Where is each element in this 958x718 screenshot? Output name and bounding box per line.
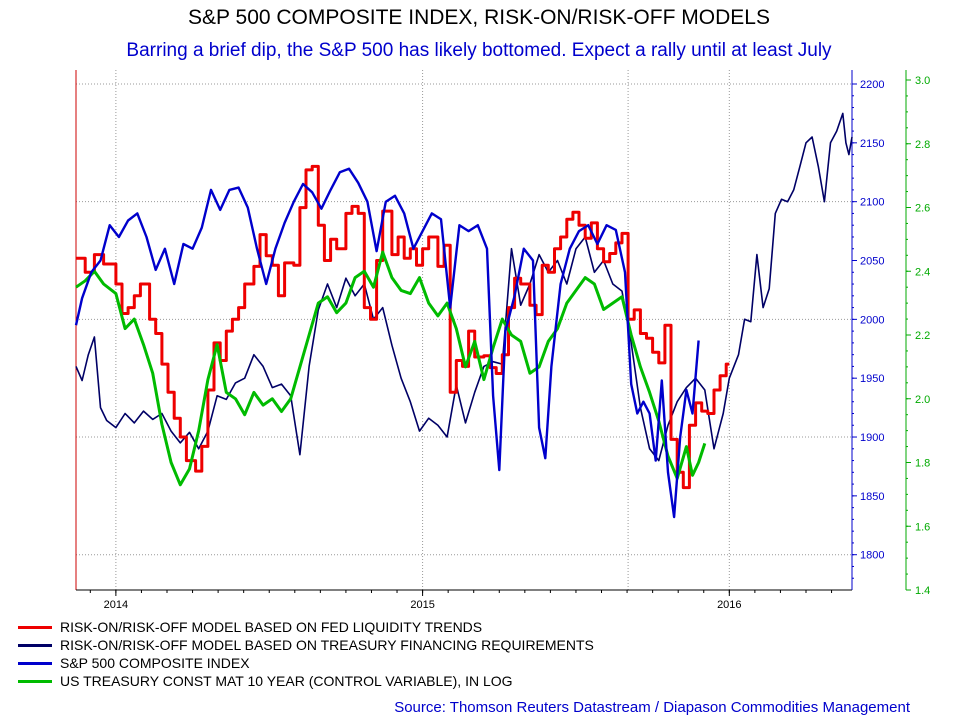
legend-item-treasury-10y: US TREASURY CONST MAT 10 YEAR (CONTROL V… <box>18 672 594 690</box>
source-note: Source: Thomson Reuters Datastream / Dia… <box>394 699 910 716</box>
legend-label: US TREASURY CONST MAT 10 YEAR (CONTROL V… <box>60 673 513 689</box>
sp500-axis-label: 1800 <box>860 550 884 562</box>
sp500-axis-label: 1900 <box>860 432 884 444</box>
chart-title: S&P 500 COMPOSITE INDEX, RISK-ON/RISK-OF… <box>188 6 770 29</box>
legend-swatch <box>18 661 52 665</box>
legend-swatch <box>18 643 52 647</box>
x-tick-label: 2016 <box>717 599 741 611</box>
legend-item-sp500: S&P 500 COMPOSITE INDEX <box>18 654 594 672</box>
x-tick-label: 2015 <box>410 599 434 611</box>
sp500-axis-label: 2100 <box>860 197 884 209</box>
treasury-axis-label: 1.4 <box>915 585 930 597</box>
legend-label: S&P 500 COMPOSITE INDEX <box>60 655 250 671</box>
treasury-axis-label: 2.8 <box>915 139 930 151</box>
sp500-axis-label: 2000 <box>860 314 884 326</box>
series-line-1 <box>75 112 853 462</box>
legend-swatch <box>18 625 52 629</box>
legend-label: RISK-ON/RISK-OFF MODEL BASED ON TREASURY… <box>60 637 594 653</box>
sp500-axis-label: 2200 <box>860 79 884 91</box>
sp500-axis-label: 1850 <box>860 491 884 503</box>
legend: RISK-ON/RISK-OFF MODEL BASED ON FED LIQU… <box>18 618 594 690</box>
treasury-axis-label: 2.2 <box>915 330 930 342</box>
legend-item-treasury-financing: RISK-ON/RISK-OFF MODEL BASED ON TREASURY… <box>18 636 594 654</box>
legend-swatch <box>18 679 52 683</box>
treasury-axis-label: 2.6 <box>915 203 930 215</box>
series-line-3 <box>75 250 707 487</box>
sp500-axis-label: 2050 <box>860 256 884 268</box>
treasury-axis-label: 1.6 <box>915 521 930 533</box>
series-line-0 <box>76 164 730 490</box>
treasury-axis-label: 2.0 <box>915 394 930 406</box>
chart-subtitle: Barring a brief dip, the S&P 500 has lik… <box>126 40 832 61</box>
sp500-axis-label: 2150 <box>860 138 884 150</box>
x-tick-label: 2014 <box>104 599 128 611</box>
treasury-axis-label: 3.0 <box>915 75 930 87</box>
legend-item-fed-liquidity: RISK-ON/RISK-OFF MODEL BASED ON FED LIQU… <box>18 618 594 636</box>
legend-label: RISK-ON/RISK-OFF MODEL BASED ON FED LIQU… <box>60 619 483 635</box>
treasury-axis-label: 2.4 <box>915 266 930 278</box>
series-line-2 <box>74 167 700 519</box>
treasury-axis-label: 1.8 <box>915 458 930 470</box>
sp500-axis-label: 1950 <box>860 373 884 385</box>
